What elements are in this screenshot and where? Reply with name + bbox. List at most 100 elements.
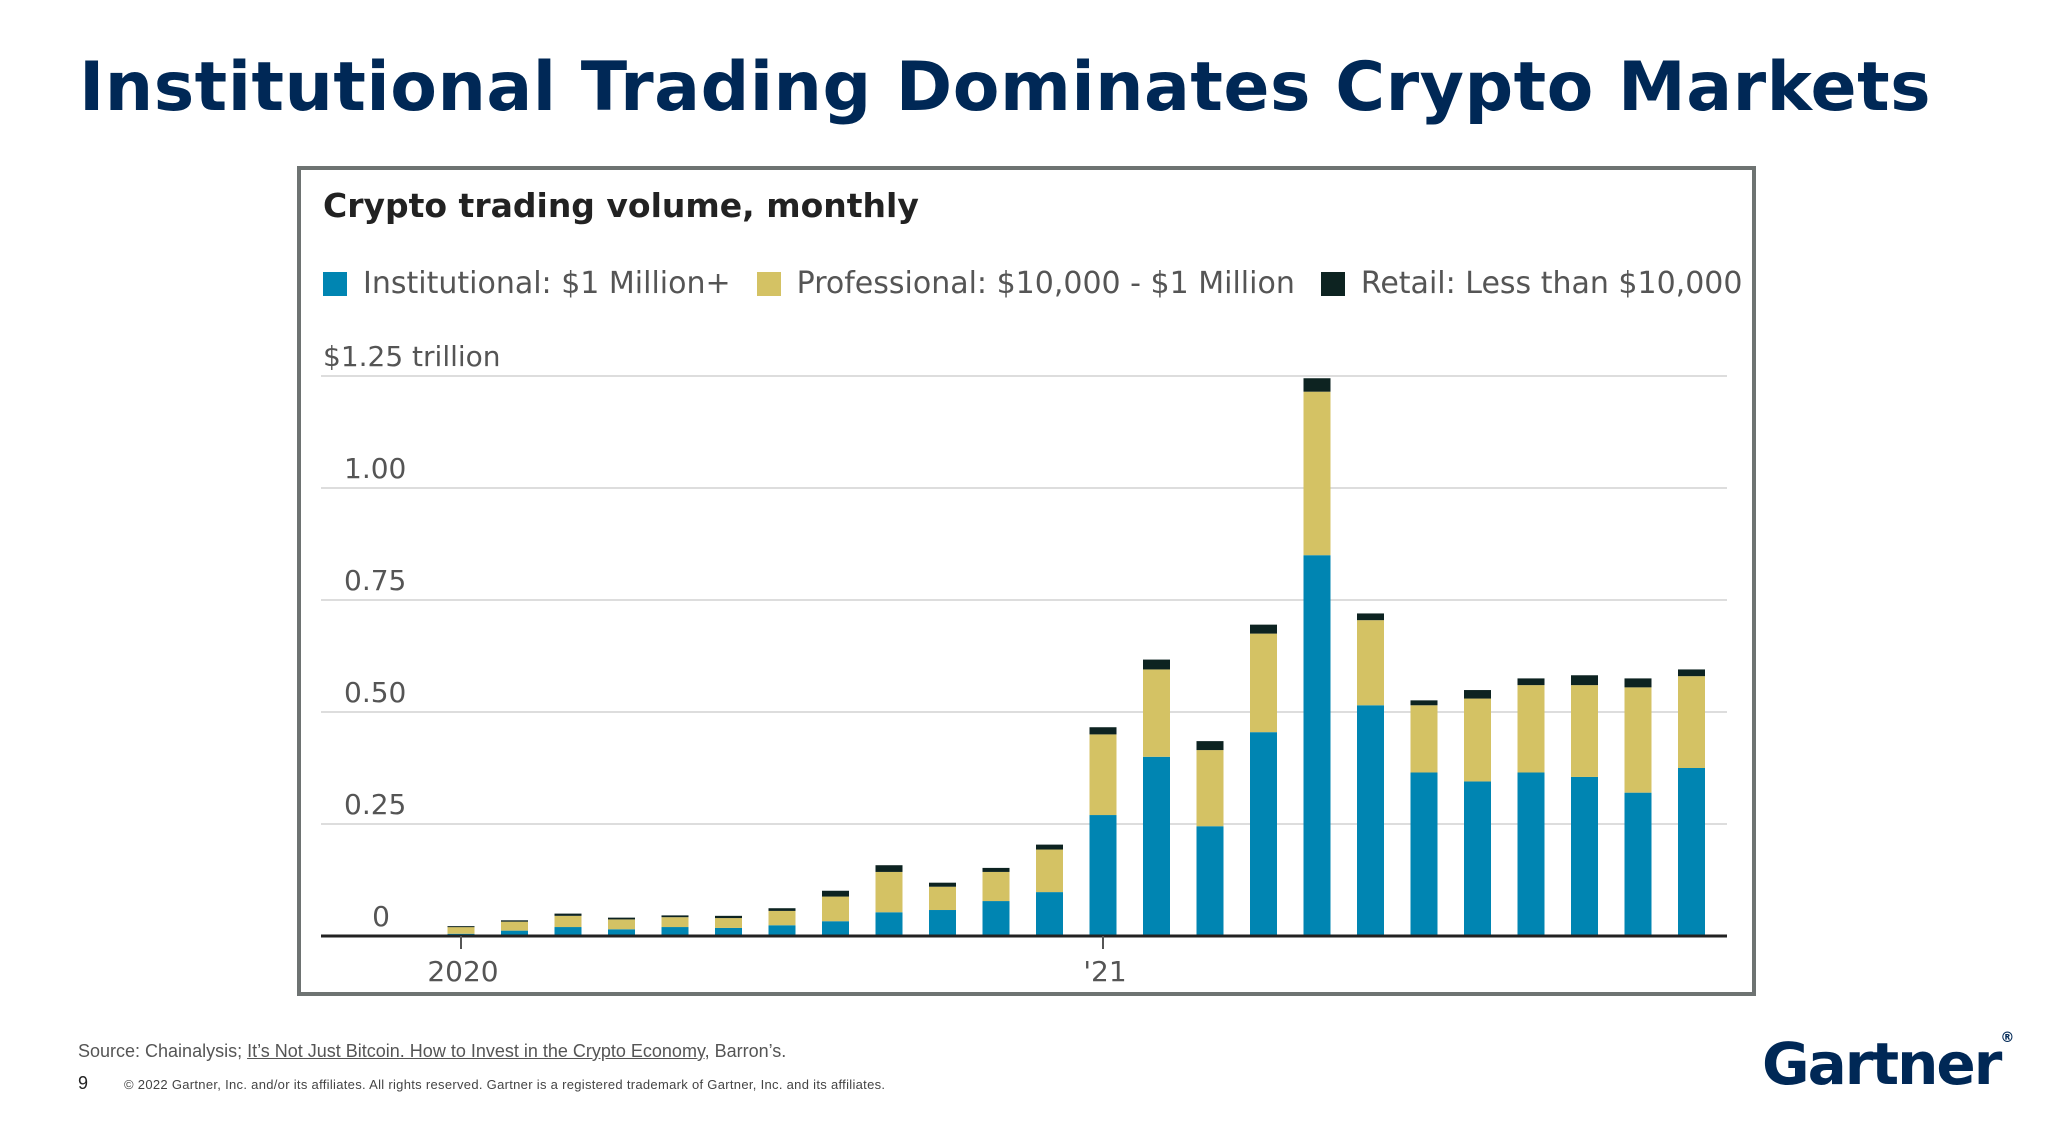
bar-segment-institutional-2021-06 — [1357, 705, 1384, 936]
logo-registered-mark: ® — [2000, 1030, 2015, 1046]
bar-segment-institutional-2021-04 — [1250, 732, 1277, 936]
bar-segment-retail-2021-05 — [1303, 378, 1331, 392]
bar-segment-professional-2020-02 — [501, 921, 528, 931]
bar-segment-institutional-2020-07 — [768, 925, 796, 936]
bar-segment-professional-2021-01 — [1089, 734, 1117, 816]
bar-segment-retail-2020-07 — [768, 908, 796, 911]
bar-segment-professional-2020-04 — [608, 919, 635, 930]
bar-segment-institutional-2020-08 — [822, 921, 849, 936]
bar-segment-professional-2021-02 — [1143, 669, 1170, 757]
legend-swatch-retail — [1320, 271, 1345, 296]
bar-segment-retail-2020-05 — [661, 915, 689, 918]
bar-segment-retail-2020-06 — [715, 915, 742, 919]
bar-segment-institutional-2021-01 — [1089, 815, 1117, 936]
bar-segment-retail-2020-10 — [929, 882, 956, 887]
legend-label-institutional: Institutional: $1 Million+ — [363, 266, 731, 301]
source-suffix: , Barron’s. — [704, 1041, 787, 1061]
bar-segment-professional-2021-12 — [1678, 676, 1705, 768]
bar-segment-professional-2020-05 — [661, 917, 689, 928]
bar-segment-retail-2021-09 — [1517, 678, 1545, 686]
bar-segment-professional-2020-10 — [929, 886, 956, 911]
chart-title: Crypto trading volume, monthly — [323, 186, 919, 225]
bar-segment-retail-2020-02 — [501, 920, 528, 922]
bar-segment-institutional-2021-08 — [1464, 781, 1491, 936]
bar-segment-institutional-2021-09 — [1517, 772, 1545, 936]
bar-segment-professional-2020-01 — [447, 927, 475, 934]
copyright-notice: © 2022 Gartner, Inc. and/or its affiliat… — [124, 1077, 886, 1092]
bar-segment-retail-2021-01 — [1089, 727, 1117, 735]
x-tick-label-0: 2020 — [427, 955, 498, 988]
bar-segment-institutional-2021-10 — [1571, 776, 1598, 936]
bar-segment-retail-2020-08 — [822, 890, 849, 897]
chart-frame — [297, 166, 1756, 996]
bar-segment-professional-2021-06 — [1357, 620, 1384, 706]
logo-text: Gartner — [1762, 1030, 2002, 1098]
bar-segment-retail-2021-08 — [1464, 690, 1491, 699]
bar-segment-retail-2021-03 — [1196, 741, 1224, 751]
bar-segment-professional-2020-03 — [554, 915, 582, 928]
bar-segment-professional-2021-10 — [1571, 685, 1598, 777]
gartner-logo: Gartner® — [1762, 1030, 2014, 1098]
bar-segment-institutional-2021-05 — [1303, 555, 1331, 936]
bar-segment-institutional-2021-03 — [1196, 826, 1224, 936]
bar-segment-retail-2021-07 — [1410, 700, 1438, 706]
legend-label-retail: Retail: Less than $10,000 — [1360, 266, 1743, 301]
y-tick-label-0: 0 — [372, 900, 390, 933]
page-number: 9 — [78, 1073, 89, 1093]
legend-item-institutional: Institutional: $1 Million+ — [323, 266, 731, 301]
bar-segment-retail-2020-11 — [982, 867, 1010, 872]
source-note: Source: Chainalysis; It’s Not Just Bitco… — [78, 1041, 786, 1062]
legend-item-retail: Retail: Less than $10,000 — [1320, 266, 1743, 301]
bar-segment-institutional-2021-11 — [1624, 792, 1652, 936]
bar-segment-professional-2021-07 — [1410, 705, 1438, 773]
legend-swatch-institutional — [323, 271, 347, 296]
bar-segment-retail-2021-12 — [1678, 669, 1705, 677]
bar-segment-institutional-2020-04 — [608, 929, 635, 936]
bar-segment-institutional-2020-09 — [875, 912, 903, 936]
bar-segment-institutional-2020-11 — [982, 901, 1010, 936]
bar-segment-professional-2020-07 — [768, 910, 796, 926]
bar-segment-institutional-2020-02 — [501, 930, 528, 936]
bar-segment-institutional-2020-06 — [715, 927, 742, 936]
bar-segment-professional-2021-09 — [1517, 685, 1545, 773]
legend-item-professional: Professional: $10,000 - $1 Million — [756, 266, 1295, 301]
bar-segment-retail-2021-02 — [1143, 659, 1170, 670]
y-tick-label-5: $1.25 trillion — [323, 340, 501, 373]
y-tick-label-3: 0.75 — [344, 564, 406, 597]
bar-segment-institutional-2020-03 — [554, 927, 582, 936]
bar-segment-professional-2021-11 — [1624, 687, 1652, 793]
legend-label-professional: Professional: $10,000 - $1 Million — [796, 266, 1295, 301]
chart-legend: Institutional: $1 Million+ Professional:… — [323, 266, 1768, 301]
bar-segment-institutional-2020-12 — [1036, 892, 1063, 936]
bar-segment-retail-2020-04 — [608, 917, 635, 920]
bar-segment-professional-2020-06 — [715, 918, 742, 928]
y-tick-label-1: 0.25 — [344, 788, 406, 821]
bar-segment-retail-2020-09 — [875, 865, 903, 872]
bar-segment-retail-2020-01 — [447, 926, 475, 928]
bar-segment-institutional-2021-07 — [1410, 772, 1438, 936]
y-tick-label-4: 1.00 — [344, 452, 406, 485]
bar-segment-retail-2021-04 — [1250, 624, 1277, 634]
legend-swatch-professional — [756, 271, 781, 296]
bar-segment-institutional-2021-02 — [1143, 756, 1170, 936]
bar-segment-institutional-2020-10 — [929, 910, 956, 936]
bar-segment-professional-2020-11 — [982, 871, 1010, 902]
bar-segment-professional-2021-05 — [1303, 391, 1331, 556]
bar-segment-retail-2020-03 — [554, 913, 582, 916]
bar-segment-professional-2021-04 — [1250, 633, 1277, 733]
bar-segment-retail-2021-06 — [1357, 613, 1384, 621]
bar-segment-retail-2021-11 — [1624, 678, 1652, 688]
bar-segment-professional-2020-09 — [875, 871, 903, 913]
bar-segment-professional-2021-08 — [1464, 698, 1491, 782]
bar-segment-professional-2021-03 — [1196, 750, 1224, 827]
bar-segment-professional-2020-08 — [822, 896, 849, 922]
bar-segment-retail-2021-10 — [1571, 675, 1598, 686]
y-tick-label-2: 0.50 — [344, 676, 406, 709]
bar-segment-retail-2020-12 — [1036, 844, 1063, 850]
bar-segment-institutional-2020-05 — [661, 927, 689, 936]
source-prefix: Source: Chainalysis; — [78, 1041, 248, 1061]
source-link[interactable]: It’s Not Just Bitcoin. How to Invest in … — [247, 1041, 705, 1061]
x-tick-label-1: '21 — [1083, 955, 1126, 988]
slide-title: Institutional Trading Dominates Crypto M… — [79, 48, 1932, 127]
